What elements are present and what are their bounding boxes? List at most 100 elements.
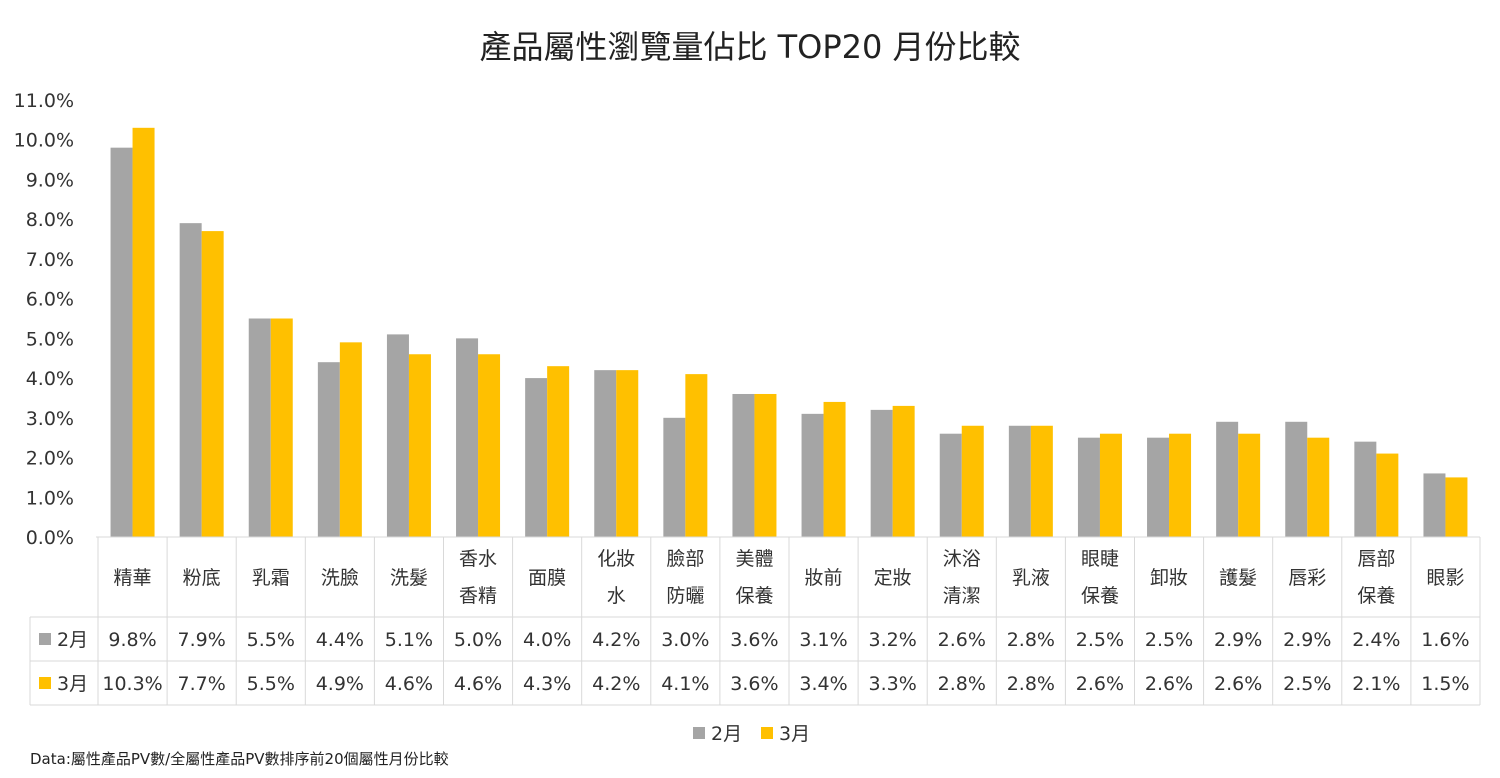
table-value: 2.6% [1076, 673, 1124, 695]
bar-feb [732, 393, 755, 537]
y-tick-label: 10.0% [14, 130, 74, 152]
bar-feb [939, 433, 962, 537]
bar-feb [1147, 437, 1170, 537]
table-value: 4.6% [454, 673, 502, 695]
y-tick-label: 0.0% [26, 527, 74, 549]
table-legend-key [39, 677, 51, 689]
bar-mar [1376, 453, 1399, 537]
x-category-label: 唇彩 [1288, 567, 1326, 589]
table-value: 9.8% [108, 629, 156, 651]
bar-feb [1285, 421, 1308, 537]
x-category-label: 精華 [114, 567, 152, 589]
y-tick-label: 11.0% [14, 90, 74, 112]
bar-mar [892, 405, 915, 537]
table-value: 4.6% [385, 673, 433, 695]
table-value: 5.1% [385, 629, 433, 651]
legend-label: 3月 [779, 723, 810, 745]
x-category-label: 乳霜 [252, 567, 290, 589]
bar-feb [870, 409, 893, 537]
x-category-label: 唇部保養 [1357, 548, 1395, 607]
bar-feb [456, 338, 479, 537]
bar-feb [248, 318, 271, 537]
x-category-label: 面膜 [528, 567, 566, 589]
x-category-label: 香水香精 [459, 548, 497, 607]
table-value: 4.2% [592, 629, 640, 651]
bar-mar [1099, 433, 1122, 537]
x-category-label: 化妝水 [597, 548, 635, 607]
table-value: 3.2% [869, 629, 917, 651]
table-series-name: 2月 [57, 629, 88, 651]
legend-key [693, 727, 705, 739]
table-series-name: 3月 [57, 673, 88, 695]
table-value: 2.6% [938, 629, 986, 651]
y-tick-label: 9.0% [26, 169, 74, 191]
bar-feb [386, 334, 409, 537]
bar-mar [823, 401, 846, 537]
table-value: 3.6% [730, 629, 778, 651]
bar-feb [179, 223, 202, 537]
bar-mar [201, 231, 224, 537]
y-tick-label: 7.0% [26, 249, 74, 271]
table-value: 7.9% [178, 629, 226, 651]
table-value: 1.5% [1421, 673, 1469, 695]
table-value: 1.6% [1421, 629, 1469, 651]
x-category-label: 妝前 [805, 567, 843, 589]
y-tick-label: 1.0% [26, 487, 74, 509]
table-value: 3.4% [799, 673, 847, 695]
bar-feb [110, 147, 133, 537]
footnote: Data:屬性產品PV數/全屬性產品PV數排序前20個屬性月份比較 [30, 750, 449, 768]
legend-key [761, 727, 773, 739]
table-value: 5.5% [247, 673, 295, 695]
table-value: 4.1% [661, 673, 709, 695]
x-category-label: 卸妝 [1150, 567, 1188, 589]
legend-label: 2月 [711, 723, 742, 745]
bar-mar [1030, 425, 1053, 537]
table-value: 3.6% [730, 673, 778, 695]
table-value: 3.1% [799, 629, 847, 651]
x-category-label: 乳液 [1012, 567, 1050, 589]
table-legend-key [39, 633, 51, 645]
x-category-label: 沐浴清潔 [943, 548, 981, 607]
table-value: 2.1% [1352, 673, 1400, 695]
y-tick-label: 3.0% [26, 408, 74, 430]
table-value: 3.3% [869, 673, 917, 695]
table-value: 2.6% [1145, 673, 1193, 695]
bar-mar [1307, 437, 1330, 537]
table-value: 2.8% [1007, 673, 1055, 695]
table-value: 4.0% [523, 629, 571, 651]
table-value: 10.3% [102, 673, 162, 695]
table-value: 2.9% [1283, 629, 1331, 651]
table-value: 5.5% [247, 629, 295, 651]
x-category-label: 臉部防曬 [666, 548, 704, 607]
table-value: 2.9% [1214, 629, 1262, 651]
x-category-label: 美體保養 [735, 548, 773, 607]
x-category-label: 粉底 [183, 567, 221, 589]
x-category-label: 護髮 [1219, 567, 1257, 589]
y-tick-label: 5.0% [26, 328, 74, 350]
table-value: 5.0% [454, 629, 502, 651]
bar-mar [685, 374, 708, 537]
x-category-label: 眼影 [1426, 567, 1464, 589]
bar-feb [663, 417, 686, 537]
bar-mar [339, 342, 362, 537]
y-tick-label: 8.0% [26, 209, 74, 231]
bar-mar [1445, 477, 1468, 537]
x-category-label: 洗髮 [390, 567, 428, 589]
bar-feb [801, 413, 824, 537]
bar-feb [525, 378, 548, 537]
x-category-label: 洗臉 [321, 567, 359, 589]
table-value: 3.0% [661, 629, 709, 651]
table-value: 7.7% [178, 673, 226, 695]
table-value: 4.3% [523, 673, 571, 695]
bar-mar [547, 366, 570, 537]
bar-feb [317, 362, 340, 537]
table-value: 2.5% [1145, 629, 1193, 651]
y-tick-label: 6.0% [26, 289, 74, 311]
chart-title: 產品屬性瀏覽量佔比 TOP20 月份比較 [479, 28, 1020, 66]
table-value: 2.8% [1007, 629, 1055, 651]
table-value: 2.6% [1214, 673, 1262, 695]
bar-feb [1354, 441, 1377, 537]
bar-mar [478, 354, 501, 537]
table-value: 2.4% [1352, 629, 1400, 651]
